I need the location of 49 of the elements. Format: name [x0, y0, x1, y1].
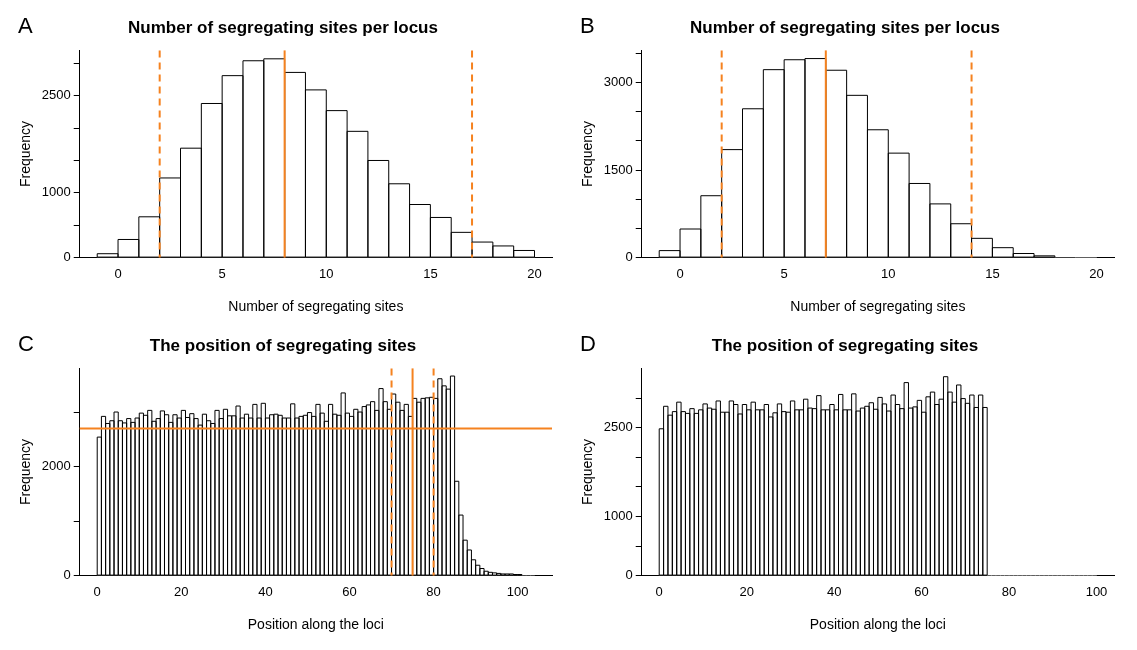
y-axis-title: Frequency: [579, 120, 596, 188]
chart-title: The position of segregating sites: [149, 335, 417, 355]
x-tick-label: 40: [826, 583, 842, 599]
x-tick-label: 20: [739, 583, 754, 599]
x-tick-label: 20: [527, 265, 542, 281]
x-tick-label: 40: [258, 583, 273, 599]
text: C: [18, 331, 34, 357]
x-tick-label: 15: [985, 265, 1000, 281]
text: B: [580, 13, 595, 39]
chart-title: Number of segregating sites per locus: [690, 17, 1000, 37]
x-tick-label: 60: [342, 583, 357, 599]
x-axis-title: Number of segregating sites: [228, 298, 404, 315]
x-tick-label: 0: [93, 583, 101, 599]
y-tick-label: 2500: [41, 87, 71, 103]
x-tick-label: 0: [114, 265, 122, 281]
x-tick-label: 15: [423, 265, 438, 281]
x-tick-label: 10: [319, 265, 334, 281]
y-tick-label: 2000: [41, 458, 71, 474]
y-axis-title: Frequency: [579, 438, 596, 506]
y-tick-label: 0: [63, 567, 71, 583]
x-tick-label: 10: [881, 265, 896, 281]
y-tick-label: 1000: [41, 184, 71, 200]
y-tick-label: 3000: [603, 74, 633, 90]
x-tick-label: 20: [174, 583, 189, 599]
x-tick-label: 100: [506, 583, 529, 599]
y-tick-label: 0: [625, 249, 633, 265]
x-tick-label: 0: [655, 583, 663, 599]
x-tick-label: 80: [1001, 583, 1017, 599]
y-tick-label: 0: [63, 249, 71, 265]
y-axis-title: Frequency: [17, 438, 34, 506]
chart-title: Number of segregating sites per locus: [128, 17, 438, 37]
y-tick-label: 0: [625, 567, 633, 583]
x-axis-title: Position along the loci: [247, 616, 384, 633]
text: D: [580, 331, 596, 357]
y-axis-title: Frequency: [17, 120, 34, 188]
x-axis-title: Number of segregating sites: [790, 298, 966, 315]
y-tick-label: 1500: [603, 161, 633, 177]
x-tick-label: 60: [914, 583, 929, 599]
x-axis-title: Position along the loci: [809, 616, 946, 633]
chart-title: The position of segregating sites: [711, 335, 979, 355]
x-tick-label: 5: [218, 265, 226, 281]
x-tick-label: 80: [426, 583, 441, 599]
text: A: [18, 13, 33, 39]
y-tick-label: 1000: [603, 507, 633, 523]
y-tick-label: 2500: [603, 419, 633, 435]
x-tick-label: 0: [676, 265, 684, 281]
x-tick-label: 20: [1089, 265, 1104, 281]
x-tick-label: 5: [780, 265, 788, 281]
x-tick-label: 100: [1085, 583, 1108, 599]
